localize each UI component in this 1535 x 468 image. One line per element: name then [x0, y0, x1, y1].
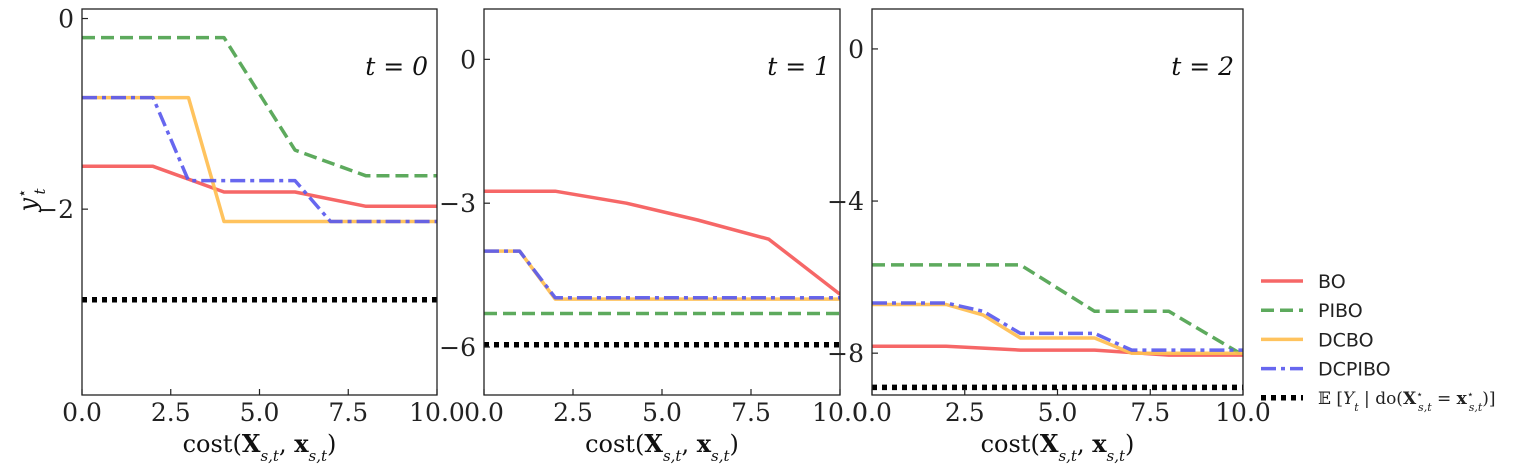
legend-label: PIBO: [1318, 300, 1363, 322]
series-line-bo: [82, 164, 437, 209]
x-tick-label: 0.0: [464, 398, 504, 427]
x-axis-label: cost(Xs,t, xs,t): [981, 429, 1135, 465]
x-tick-label: 7.5: [1130, 398, 1170, 427]
series-line-pibo: [82, 35, 437, 178]
panel-annotation: t = 1: [767, 52, 830, 81]
x-tick-label: 0.0: [852, 398, 892, 427]
y-tick-label: −3: [439, 189, 476, 218]
panel-annotation: t = 2: [1171, 52, 1234, 81]
legend-label: DCBO: [1318, 329, 1374, 351]
series-line-bo: [872, 344, 1243, 357]
panel-annotation: t = 0: [365, 52, 428, 81]
y-tick-label: −2: [37, 195, 74, 224]
x-tick-label: 5.0: [642, 398, 682, 427]
series-line-dcbo: [82, 95, 437, 224]
y-tick-label: 0: [460, 45, 476, 74]
x-tick-label: 10.0: [812, 398, 868, 427]
legend-label: 𝔼 [Yt | do(X⋆ s,t = x⋆ s,t)]: [1318, 387, 1496, 413]
x-tick-label: 5.0: [240, 398, 280, 427]
x-axis-label: cost(Xs,t, xs,t): [585, 429, 739, 465]
y-tick-label: −6: [439, 333, 476, 362]
legend: BO PIBO DCBO DCPIBO 𝔼 [Yt | do(X⋆ s,t = x⋆ s,t…: [1261, 271, 1496, 413]
x-tick-label: 2.5: [151, 398, 191, 427]
y-tick-label: 0: [848, 35, 864, 64]
x-tick-label: 7.5: [328, 398, 368, 427]
y-tick-label: 0: [58, 5, 74, 34]
series-group: [82, 35, 437, 303]
x-tick-label: 0.0: [62, 398, 102, 427]
legend-label: DCPIBO: [1318, 359, 1391, 381]
x-tick-label: 2.5: [945, 398, 985, 427]
series-group: [484, 189, 840, 348]
series-group: [872, 263, 1243, 391]
series-line-dcbo: [872, 302, 1243, 355]
x-tick-label: 10.0: [1215, 398, 1271, 427]
series-line-dcpibo: [82, 95, 437, 224]
x-tick-label: 2.5: [553, 398, 593, 427]
x-axis-label: cost(Xs,t, xs,t): [183, 429, 337, 465]
x-tick-label: 10.0: [409, 398, 465, 427]
series-line-bo: [484, 189, 840, 296]
legend-label: BO: [1318, 271, 1346, 293]
y-tick-label: −8: [827, 339, 864, 368]
y-tick-label: −4: [827, 187, 864, 216]
series-line-dcpibo: [484, 249, 840, 300]
panel-1: 0.0 2.5 5.0 7.5 10.0 0 −3 −6 t = 1 cost(Xs,t, xs,…: [439, 8, 868, 465]
x-tick-label: 5.0: [1038, 398, 1078, 427]
x-tick-label: 7.5: [731, 398, 771, 427]
panel-2: 0.0 2.5 5.0 7.5 10.0 0 −4 −8 t = 2 cost(Xs,t, xs,…: [827, 8, 1271, 465]
y-axis-label: y⋆t: [13, 188, 49, 213]
series-line-pibo: [872, 263, 1243, 357]
panel-0: 0.0 2.5 5.0 7.5 10.0 0 −2 t = 0 cost(Xs,t, xs,t)…: [13, 5, 465, 465]
series-line-dcpibo: [872, 301, 1243, 352]
